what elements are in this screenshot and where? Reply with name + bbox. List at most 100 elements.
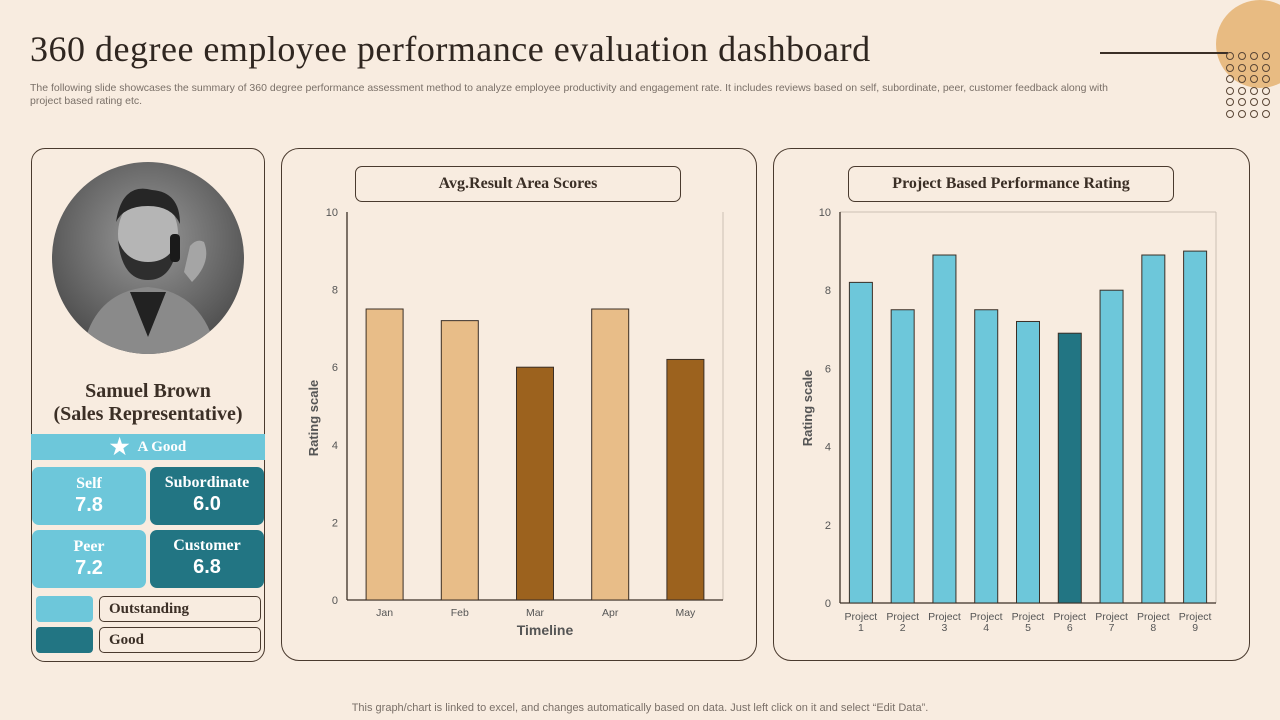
employee-role: (Sales Representative) bbox=[53, 403, 243, 425]
y-tick-label: 6 bbox=[332, 362, 338, 374]
dot bbox=[1250, 52, 1258, 60]
dot bbox=[1262, 109, 1270, 118]
page-title: 360 degree employee performance evaluati… bbox=[30, 29, 871, 69]
dot bbox=[1262, 63, 1270, 72]
page-subtitle: The following slide showcases the summar… bbox=[30, 82, 1109, 107]
employee-photo bbox=[52, 162, 244, 354]
y-tick-label: 0 bbox=[825, 598, 831, 610]
bar-project-7 bbox=[1099, 289, 1124, 604]
score-value: 7.8 bbox=[75, 494, 103, 516]
score-value: 7.2 bbox=[75, 557, 103, 579]
y-tick-label: 10 bbox=[819, 207, 831, 219]
dot bbox=[1238, 63, 1246, 72]
dot bbox=[1238, 52, 1246, 60]
x-tick-label: Project 1 bbox=[845, 611, 878, 634]
score-label: Peer bbox=[73, 538, 105, 555]
dot bbox=[1262, 98, 1270, 107]
score-tile-subordinate: Subordinate 6.0 bbox=[150, 467, 264, 525]
bar-project-3 bbox=[932, 254, 957, 604]
x-tick-label: May bbox=[675, 607, 696, 619]
dot bbox=[1226, 63, 1234, 72]
bar-project-6 bbox=[1057, 332, 1082, 604]
y-axis-title: Rating scale bbox=[306, 380, 321, 457]
dot bbox=[1238, 86, 1246, 95]
legend-swatch-outstanding bbox=[36, 596, 93, 622]
overall-rating-banner: ★ A Good bbox=[31, 434, 265, 460]
y-tick-label: 2 bbox=[825, 520, 831, 532]
x-tick-label: Project 3 bbox=[928, 611, 961, 634]
decorative-dot-grid bbox=[1226, 52, 1271, 118]
x-tick-label: Project 9 bbox=[1179, 611, 1212, 634]
bar-project-2 bbox=[890, 309, 915, 604]
y-tick-label: 8 bbox=[332, 285, 338, 297]
dot bbox=[1250, 86, 1258, 95]
y-tick-label: 4 bbox=[332, 440, 338, 452]
x-tick-label: Project 2 bbox=[886, 611, 919, 634]
legend-swatch-good bbox=[36, 627, 93, 653]
score-value: 6.8 bbox=[193, 556, 221, 578]
bar-project-4 bbox=[974, 309, 999, 604]
dot bbox=[1226, 52, 1234, 60]
star-icon: ★ bbox=[109, 434, 130, 459]
x-tick-label: Mar bbox=[526, 607, 545, 619]
x-tick-label: Project 7 bbox=[1095, 611, 1128, 634]
dot bbox=[1238, 75, 1246, 84]
chart-title-avg-result: Avg.Result Area Scores bbox=[355, 166, 681, 202]
dot bbox=[1250, 98, 1258, 107]
dot bbox=[1262, 75, 1270, 84]
employee-name: Samuel Brown (Sales Representative) bbox=[31, 380, 265, 426]
score-value: 6.0 bbox=[193, 493, 221, 515]
score-label: Self bbox=[76, 475, 102, 492]
decorative-line bbox=[1100, 52, 1228, 54]
x-tick-label: Project 8 bbox=[1137, 611, 1170, 634]
dot bbox=[1226, 98, 1234, 107]
y-tick-label: 10 bbox=[326, 207, 338, 219]
decorative-circle bbox=[1216, 0, 1280, 88]
dot bbox=[1262, 86, 1270, 95]
bar-project-5 bbox=[1016, 320, 1040, 604]
dot bbox=[1226, 86, 1234, 95]
dot bbox=[1226, 75, 1234, 84]
legend-label-outstanding: Outstanding bbox=[99, 596, 261, 622]
score-tile-customer: Customer 6.8 bbox=[150, 530, 264, 588]
dot bbox=[1250, 63, 1258, 72]
y-tick-label: 8 bbox=[825, 285, 831, 297]
x-tick-label: Project 4 bbox=[970, 611, 1003, 634]
bar-mar bbox=[516, 366, 554, 601]
bar-jan bbox=[365, 308, 404, 601]
score-tile-self: Self 7.8 bbox=[32, 467, 146, 525]
x-tick-label: Project 5 bbox=[1012, 611, 1045, 634]
footer-note: This graph/chart is linked to excel, and… bbox=[351, 702, 929, 714]
y-axis-title: Rating scale bbox=[800, 370, 815, 447]
y-tick-label: 2 bbox=[332, 517, 338, 529]
legend-label-good: Good bbox=[99, 627, 261, 653]
bar-project-9 bbox=[1183, 250, 1208, 604]
chart-title-project-rating: Project Based Performance Rating bbox=[848, 166, 1174, 202]
y-tick-label: 6 bbox=[825, 363, 831, 375]
score-label: Subordinate bbox=[164, 474, 250, 491]
person-photo-icon bbox=[82, 188, 217, 354]
dot bbox=[1238, 109, 1246, 118]
dot bbox=[1262, 52, 1270, 60]
dot bbox=[1226, 109, 1234, 118]
dot bbox=[1250, 109, 1258, 118]
x-tick-label: Apr bbox=[602, 607, 619, 619]
x-tick-label: Project 6 bbox=[1053, 611, 1086, 634]
score-label: Customer bbox=[173, 537, 241, 554]
x-axis-title: Timeline bbox=[517, 622, 574, 638]
score-tile-peer: Peer 7.2 bbox=[32, 530, 146, 588]
bar-feb bbox=[440, 320, 479, 601]
x-tick-label: Feb bbox=[451, 607, 469, 619]
employee-name-text: Samuel Brown bbox=[85, 380, 211, 402]
bar-project-1 bbox=[848, 281, 873, 604]
x-tick-label: Jan bbox=[376, 607, 393, 619]
bar-apr bbox=[591, 308, 630, 601]
bar-project-8 bbox=[1141, 254, 1166, 604]
y-tick-label: 0 bbox=[332, 595, 338, 607]
bar-may bbox=[666, 358, 705, 601]
dot bbox=[1250, 75, 1258, 84]
overall-rating: A Good bbox=[137, 438, 187, 455]
y-tick-label: 4 bbox=[825, 442, 831, 454]
dot bbox=[1238, 98, 1246, 107]
